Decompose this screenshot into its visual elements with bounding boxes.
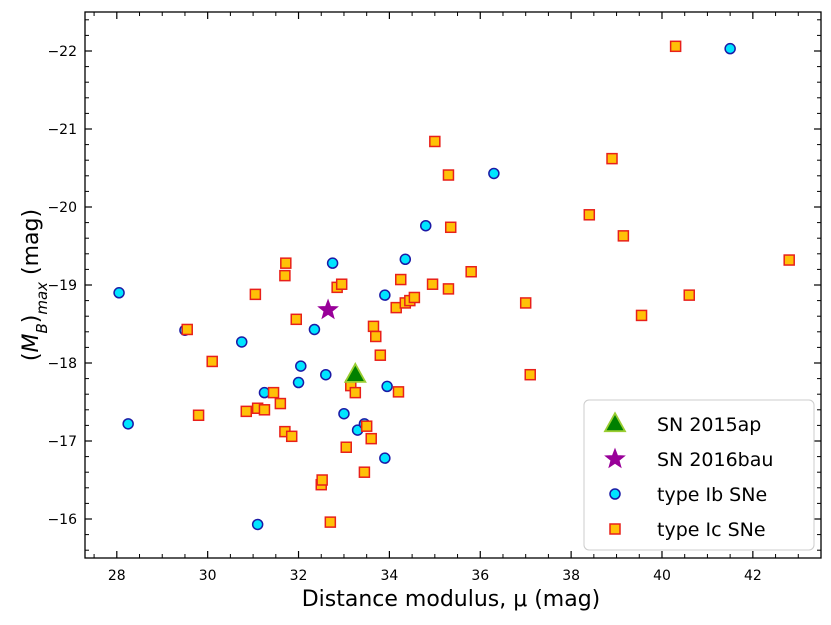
type-ib-sne-point — [113, 287, 125, 299]
type-ic-sne-point — [249, 288, 262, 301]
legend-marker-sn-2016bau — [604, 447, 626, 469]
type-ic-sne-point — [324, 516, 337, 528]
type-ic-sne-point — [617, 230, 630, 242]
type-ib-sne-point — [488, 167, 500, 180]
x-tick-label: 38 — [562, 568, 580, 584]
type-ib-sne-point — [235, 336, 248, 348]
legend-box — [583, 399, 815, 551]
x-tick-label: 32 — [290, 568, 308, 584]
type-ic-sne-point — [181, 323, 193, 336]
type-ic-sne-point — [683, 289, 695, 301]
type-ic-sne-point — [206, 355, 218, 368]
x-tick-label: 40 — [653, 568, 671, 584]
type-ib-sne-point — [419, 219, 432, 232]
type-ic-sne-point — [280, 257, 292, 269]
sn-2016bau-point — [317, 298, 339, 320]
type-ic-sne-point — [316, 474, 328, 486]
type-ic-sne-point — [374, 349, 387, 361]
legend-marker-sn-2015ap — [603, 411, 627, 433]
y-tick-label: −21 — [47, 122, 77, 138]
x-tick-label: 30 — [199, 568, 217, 584]
type-ib-sne-point — [338, 407, 350, 420]
type-ic-sne-point — [240, 405, 253, 418]
y-axis-title: (MB)max (mag) — [19, 209, 51, 361]
y-tick-label: −20 — [47, 200, 77, 216]
x-axis-title: Distance modulus, μ (mag) — [302, 587, 601, 612]
type-ic-sne-point — [267, 386, 280, 399]
type-ic-sne-point — [635, 309, 648, 322]
y-tick-label: −22 — [47, 44, 77, 60]
legend-label-type-ic-sne: type Ic SNe — [657, 519, 766, 541]
type-ic-sne-point — [442, 283, 455, 295]
type-ic-sne-point — [358, 466, 371, 478]
legend-label-sn-2015ap: SN 2015ap — [657, 414, 761, 436]
legend-label-type-ib-sne: type Ib SNe — [657, 484, 767, 506]
type-ic-sne-point — [340, 441, 352, 453]
type-ib-sne-point — [379, 289, 391, 301]
type-ic-sne-point — [290, 313, 303, 326]
type-ic-sne-point — [395, 273, 407, 286]
legend-marker-type-ic-sne — [609, 523, 621, 535]
type-ic-sne-point — [360, 420, 373, 432]
type-ib-sne-point — [326, 257, 339, 269]
legend-marker-type-ib-sne — [609, 488, 621, 500]
type-ib-sne-point — [399, 253, 412, 266]
axis-ticks — [85, 12, 822, 558]
plot-frame — [84, 11, 822, 559]
x-tick-label: 34 — [380, 568, 398, 584]
legend: SN 2015ap SN 2016bau type Ib SNe type Ic SN… — [583, 399, 815, 551]
type-ic-sne-point — [367, 320, 380, 333]
type-ic-sne-point — [783, 254, 795, 266]
type-ic-sne-point — [429, 135, 441, 148]
type-ib-sne-point — [292, 376, 305, 389]
type-ic-sne-point — [349, 386, 362, 399]
type-ic-sne-point — [606, 152, 618, 165]
x-tick-label: 36 — [471, 568, 489, 584]
type-ib-sne-point — [295, 360, 307, 372]
type-ic-sne-point — [192, 409, 205, 422]
type-ib-sne-point — [320, 368, 332, 381]
x-tick-label: 42 — [744, 568, 762, 584]
y-tick-label: −16 — [47, 512, 77, 528]
type-ib-sne-point — [724, 42, 736, 55]
type-ic-sne-point — [426, 278, 439, 290]
sn-2015ap-point — [343, 362, 367, 383]
tick-labels: 28 30 32 34 36 38 40 42 −16 −17 −18 −19 −20 −21 −22 — [47, 44, 761, 584]
type-ic-sne-point — [274, 397, 287, 410]
x-tick-label: 28 — [108, 568, 126, 584]
type-ic-sne-point — [279, 269, 291, 282]
type-ic-sne-point — [370, 330, 382, 343]
type-ic-sne-point — [392, 386, 405, 398]
type-ic-sne-point — [524, 368, 536, 381]
type-ic-sne-point — [335, 278, 348, 290]
type-ib-sne-point — [308, 323, 321, 336]
y-tick-label: −19 — [47, 278, 77, 294]
type-ic-sne-point — [583, 209, 596, 221]
y-tick-label: −18 — [47, 356, 77, 372]
data-points — [113, 40, 795, 531]
type-ib-sne-point — [379, 452, 391, 464]
legend-label-sn-2016bau: SN 2016bau — [657, 449, 773, 471]
type-ic-sne-point — [444, 221, 457, 234]
type-ic-sne-point — [365, 432, 377, 445]
type-ib-sne-point — [122, 418, 134, 430]
type-ic-sne-point — [285, 430, 298, 443]
y-tick-label: −17 — [47, 434, 77, 450]
type-ic-sne-point — [669, 40, 682, 53]
type-ic-sne-point — [519, 297, 532, 309]
type-ic-sne-point — [442, 169, 455, 181]
type-ic-sne-point — [258, 404, 271, 416]
type-ic-sne-point — [408, 291, 421, 304]
type-ib-sne-point — [251, 518, 264, 531]
type-ic-sne-point — [465, 265, 477, 278]
type-ib-sne-point — [381, 380, 393, 393]
